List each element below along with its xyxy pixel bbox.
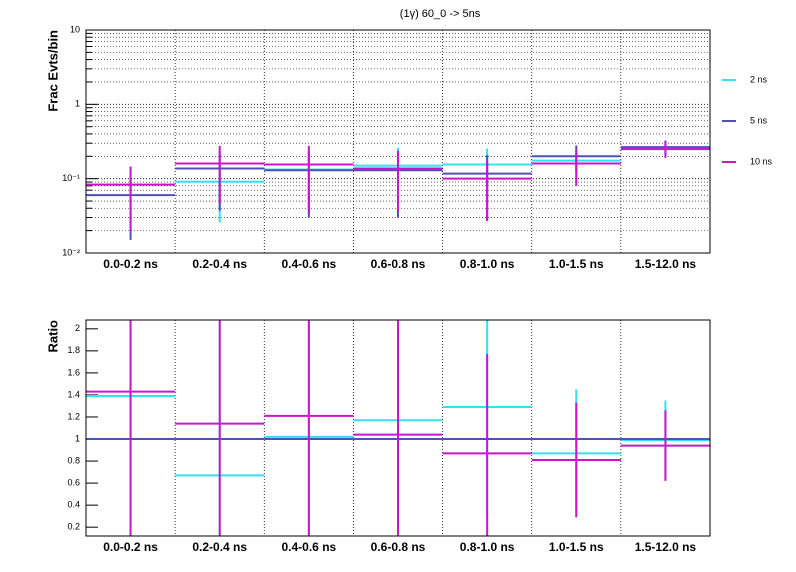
x-tick-label: 0.8-1.0 ns: [460, 540, 515, 554]
y-tick-label: 10⁻¹: [62, 173, 80, 183]
y-tick-label: 10⁻²: [62, 247, 80, 257]
plot-area: [86, 320, 710, 536]
y-axis-label: Frac Evts/bin: [45, 30, 60, 112]
frame: [85, 29, 711, 254]
x-tick-label: 1.5-12.0 ns: [635, 257, 697, 271]
x-tick-label: 1.0-1.5 ns: [549, 540, 604, 554]
x-tick-label: 0.6-0.8 ns: [371, 257, 426, 271]
y-axis-label: Ratio: [45, 320, 60, 353]
x-tick-label: 0.0-0.2 ns: [103, 257, 158, 271]
y-tick-label: 0.4: [67, 500, 80, 510]
y-tick-label: 1.4: [67, 389, 80, 399]
y-tick-label: 1: [75, 433, 80, 443]
y-tick-label: 1.2: [67, 411, 80, 421]
y-tick-label: 1.6: [67, 367, 80, 377]
y-tick-label: 1.8: [67, 345, 80, 355]
x-tick-label: 1.0-1.5 ns: [549, 257, 604, 271]
frame: [85, 319, 711, 537]
y-tick-label: 0.6: [67, 477, 80, 487]
x-tick-label: 0.2-0.4 ns: [192, 540, 247, 554]
x-tick-label: 0.0-0.2 ns: [103, 540, 158, 554]
legend-label: 2 ns: [750, 74, 768, 84]
y-tick-label: 0.8: [67, 455, 80, 465]
chart-title: (1γ) 60_0 -> 5ns: [400, 8, 481, 20]
y-tick-label: 10: [70, 24, 80, 34]
y-tick-label: 1: [75, 99, 80, 109]
x-tick-label: 0.2-0.4 ns: [192, 257, 247, 271]
legend-label: 5 ns: [750, 115, 768, 125]
y-tick-label: 2: [75, 323, 80, 333]
x-tick-label: 1.5-12.0 ns: [635, 540, 697, 554]
x-tick-label: 0.6-0.8 ns: [371, 540, 426, 554]
y-tick-label: 0.2: [67, 522, 80, 532]
x-tick-label: 0.8-1.0 ns: [460, 257, 515, 271]
legend-label: 10 ns: [750, 156, 773, 166]
plot-area: [86, 140, 710, 240]
x-tick-label: 0.4-0.6 ns: [282, 540, 337, 554]
x-tick-label: 0.4-0.6 ns: [282, 257, 337, 271]
